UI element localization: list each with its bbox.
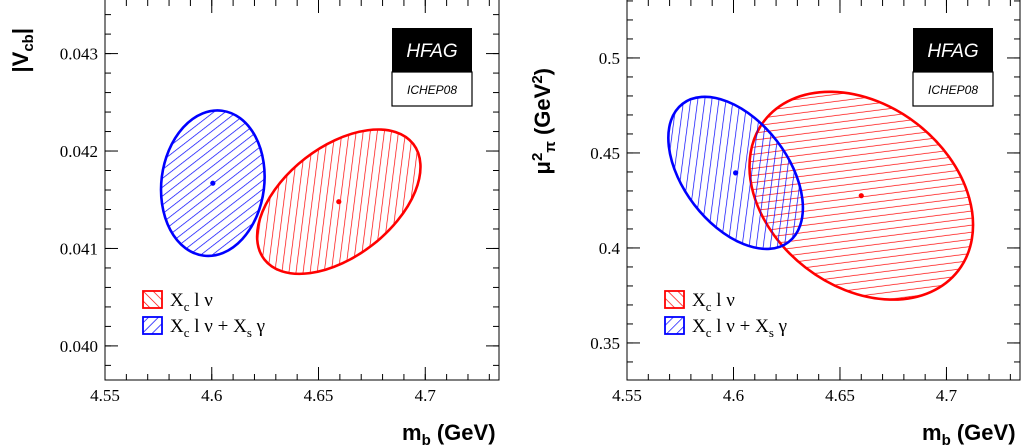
ichep-label: ICHEP08 bbox=[928, 83, 978, 97]
y-tick-label: 0.5 bbox=[599, 49, 620, 68]
legend-label: Xc l ν bbox=[692, 290, 735, 314]
legend-swatch bbox=[664, 316, 685, 335]
ichep-badge-box bbox=[391, 71, 473, 107]
x-axis-title: mb (GeV) bbox=[922, 420, 1016, 448]
hfag-badge-box bbox=[392, 28, 472, 72]
y-axis-title: μ2π (GeV2) bbox=[529, 68, 559, 174]
y-tick-label: 0.45 bbox=[590, 144, 620, 163]
y-tick-label: 0.042 bbox=[60, 142, 98, 161]
y-axis-title: |Vcb| bbox=[8, 28, 37, 73]
x-tick-label: 4.65 bbox=[304, 386, 334, 405]
ichep-label: ICHEP08 bbox=[407, 83, 457, 97]
hfag-badge-box bbox=[913, 28, 993, 72]
legend-swatch bbox=[142, 290, 163, 309]
x-tick-label: 4.55 bbox=[90, 386, 120, 405]
x-axis-title: mb (GeV) bbox=[402, 420, 496, 448]
plot-frame bbox=[626, 0, 1021, 381]
x-tick-label: 4.55 bbox=[612, 386, 642, 405]
y-tick-label: 0.041 bbox=[60, 239, 98, 258]
legend-swatch bbox=[142, 316, 163, 335]
central-value-xc-lnu bbox=[858, 193, 864, 199]
hfag-label: HFAG bbox=[927, 41, 978, 62]
x-tick-label: 4.7 bbox=[415, 386, 437, 405]
central-value-xc-lnu bbox=[336, 199, 342, 205]
x-tick-label: 4.6 bbox=[201, 386, 222, 405]
legend-swatch bbox=[664, 290, 685, 309]
x-tick-label: 4.7 bbox=[936, 386, 958, 405]
left-panel-vcb-vs-mb: 4.55 4.6 4.65 4.7 0.040 0.041 0.042 0.043 HFAG IC… bbox=[8, 0, 500, 448]
x-tick-label: 4.6 bbox=[723, 386, 744, 405]
x-tick-label: 4.65 bbox=[825, 386, 855, 405]
legend-label: Xc l ν + Xs γ bbox=[170, 316, 265, 340]
legend-label: Xc l ν + Xs γ bbox=[692, 316, 787, 340]
ichep-badge-box bbox=[912, 71, 994, 107]
y-tick-label: 0.040 bbox=[60, 337, 98, 356]
y-tick-label: 0.4 bbox=[599, 239, 621, 258]
y-tick-label: 0.35 bbox=[590, 334, 620, 353]
y-tick-label: 0.043 bbox=[60, 45, 98, 64]
plot-frame bbox=[104, 0, 500, 381]
legend-label: Xc l ν bbox=[170, 290, 213, 314]
right-panel-mupi2-vs-mb: 4.55 4.6 4.65 4.7 0.35 0.4 0.45 0.5 HFAG ICHEP08 X… bbox=[529, 0, 1021, 448]
central-value-combined bbox=[733, 170, 739, 176]
hfag-label: HFAG bbox=[406, 41, 457, 62]
central-value-combined bbox=[210, 180, 216, 186]
